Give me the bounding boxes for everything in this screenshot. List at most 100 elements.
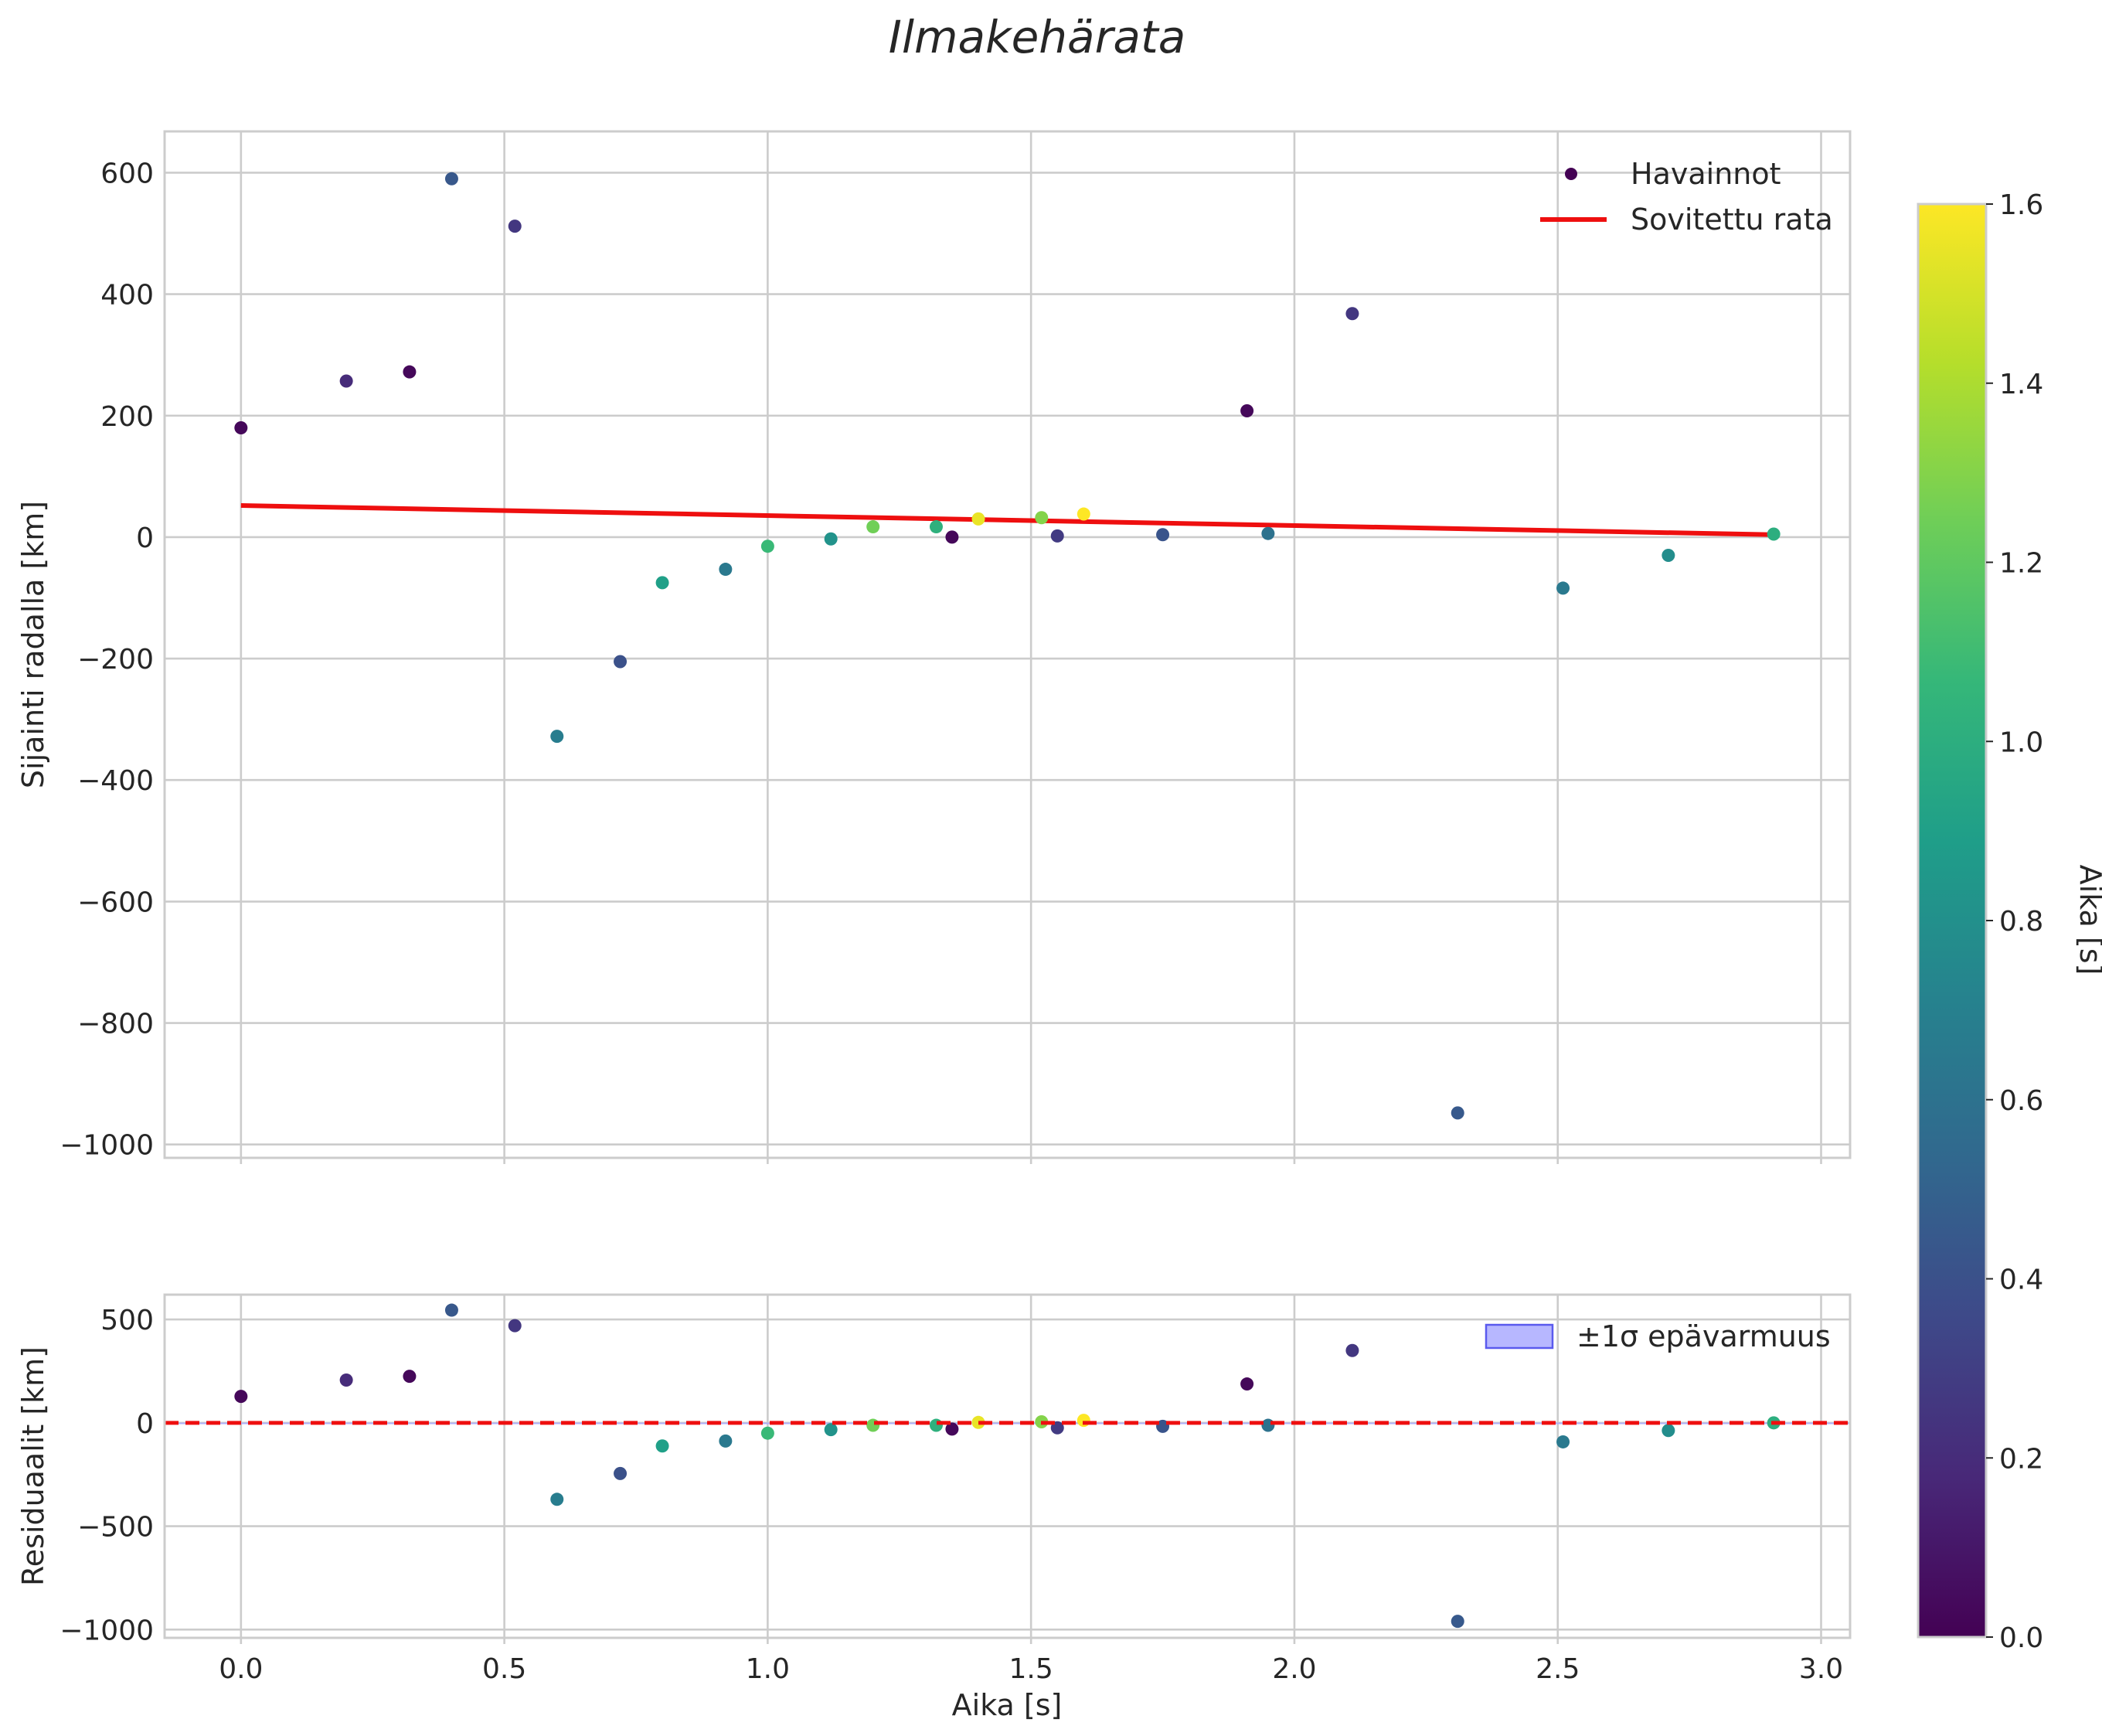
x-axis-label: Aika [s] [952, 1688, 1063, 1722]
residual-point [1156, 1419, 1170, 1433]
x-tick-label: 1.5 [1009, 1653, 1053, 1685]
y-tick-label: 0 [136, 1408, 154, 1440]
observation-point [1240, 403, 1254, 417]
top-axes: 600 400 200 0 −200 −400 −600 −800 −1000 Sijainti… [16, 130, 1852, 1164]
colorbar-tick-label: 1.4 [1999, 369, 2043, 400]
residual-point [655, 1439, 669, 1453]
x-tick-label: 2.0 [1272, 1653, 1316, 1685]
colorbar-tick-label: 0.4 [1999, 1265, 2043, 1296]
colorbar-tick-label: 1.0 [1999, 727, 2043, 758]
y-tick-label: −600 [77, 887, 154, 918]
bottom-axes-frame [163, 1293, 1852, 1639]
observation-point [1035, 511, 1049, 525]
y-tick-label: 0 [136, 523, 154, 554]
residual-point [824, 1423, 838, 1437]
observation-point [1662, 548, 1675, 562]
residual-point [614, 1466, 628, 1480]
observation-point [234, 420, 248, 434]
residual-point [1451, 1615, 1464, 1629]
observation-point [1345, 307, 1359, 321]
observation-point [550, 730, 564, 744]
residual-point [945, 1422, 959, 1436]
observation-point [1767, 527, 1781, 541]
y-tick-label: −1000 [60, 1615, 154, 1646]
observation-point [945, 530, 959, 544]
y-tick-label: 200 [100, 401, 154, 433]
y-tick-label: −500 [77, 1512, 154, 1544]
bottom-x-tick-labels: 0.0 0.5 1.0 1.5 2.0 2.5 3.0 [219, 1653, 1843, 1685]
top-legend: Havainnot Sovitettu rata [1540, 157, 1833, 237]
legend-label-uncertainty: ±1σ epävarmuus [1576, 1319, 1831, 1353]
y-tick-label: −1000 [60, 1130, 154, 1162]
observation-point [1156, 528, 1170, 542]
top-grid [165, 131, 1850, 1164]
colorbar-ticks: 0.0 0.2 0.4 0.6 0.8 1.0 1.2 1.4 1.6 [1986, 189, 2043, 1654]
x-tick-label: 2.5 [1536, 1653, 1580, 1685]
residual-point [929, 1418, 943, 1432]
observation-point [824, 532, 838, 546]
observation-point [1556, 581, 1570, 595]
colorbar: 0.0 0.2 0.4 0.6 0.8 1.0 1.2 1.4 1.6 Aika [s] [1917, 189, 2102, 1654]
observation-point [655, 576, 669, 590]
residual-point [719, 1434, 733, 1448]
colorbar-tick-label: 0.8 [1999, 906, 2043, 938]
legend-label-sovitettu-rata: Sovitettu rata [1631, 203, 1833, 237]
residual-point [1077, 1414, 1090, 1428]
observation-point [508, 220, 522, 233]
residual-point [550, 1493, 564, 1506]
top-marks [234, 172, 1781, 1120]
y-tick-label: −400 [77, 765, 154, 797]
bottom-y-tick-labels: 500 0 −500 −1000 [60, 1305, 154, 1646]
legend-label-havainnot: Havainnot [1631, 157, 1781, 191]
observation-point [614, 655, 628, 669]
residual-point [760, 1426, 774, 1440]
colorbar-tick-label: 0.6 [1999, 1085, 2043, 1117]
colorbar-tick-label: 1.6 [1999, 189, 2043, 221]
x-tick-label: 0.5 [482, 1653, 526, 1685]
bottom-legend: ±1σ epävarmuus [1485, 1319, 1831, 1353]
residual-point [403, 1370, 417, 1384]
residual-point [1261, 1418, 1275, 1432]
fit-line-sovitettu-rata [240, 503, 1774, 537]
residual-point [234, 1390, 248, 1404]
observation-point [339, 374, 353, 388]
y-tick-label: −800 [77, 1009, 154, 1040]
residual-point [1240, 1377, 1254, 1391]
observation-point [929, 520, 943, 534]
y-tick-label: 600 [100, 158, 154, 189]
top-y-axis-label: Sijainti radalla [km] [16, 501, 50, 788]
observation-point [444, 172, 458, 186]
top-axes-frame [163, 130, 1852, 1159]
residual-point [1345, 1343, 1359, 1357]
colorbar-tick-label: 0.0 [1999, 1622, 2043, 1654]
chart-title: Ilmakehärata [889, 11, 1186, 63]
observation-point [719, 563, 733, 577]
residual-point [339, 1373, 353, 1387]
colorbar-tick-label: 1.2 [1999, 548, 2043, 580]
colorbar-gradient [1918, 204, 1986, 1637]
x-tick-label: 0.0 [219, 1653, 263, 1685]
top-y-tick-labels: 600 400 200 0 −200 −400 −600 −800 −1000 [60, 158, 154, 1161]
observation-point [760, 540, 774, 553]
y-tick-label: 400 [100, 280, 154, 311]
residual-point [1556, 1435, 1570, 1448]
legend-marker-havainnot [1565, 168, 1577, 180]
observation-point [1050, 529, 1064, 543]
x-tick-label: 3.0 [1799, 1653, 1843, 1685]
bottom-marks [165, 1303, 1850, 1629]
bottom-y-axis-label: Residuaalit [km] [16, 1346, 50, 1586]
observation-point [1261, 526, 1275, 540]
residual-point [508, 1319, 522, 1333]
observation-point [403, 365, 417, 379]
residual-point [1662, 1424, 1675, 1438]
residual-point [444, 1303, 458, 1317]
observation-point [1451, 1106, 1464, 1120]
colorbar-label: Aika [s] [2073, 865, 2102, 975]
observation-point [971, 512, 985, 526]
y-tick-label: 500 [100, 1305, 154, 1336]
observation-point [866, 520, 880, 534]
residual-point [866, 1418, 880, 1432]
y-tick-label: −200 [77, 644, 154, 676]
bottom-axes: 500 0 −500 −1000 0.0 0.5 1.0 1.5 2.0 2.5 3.0 Resi… [16, 1293, 1852, 1722]
